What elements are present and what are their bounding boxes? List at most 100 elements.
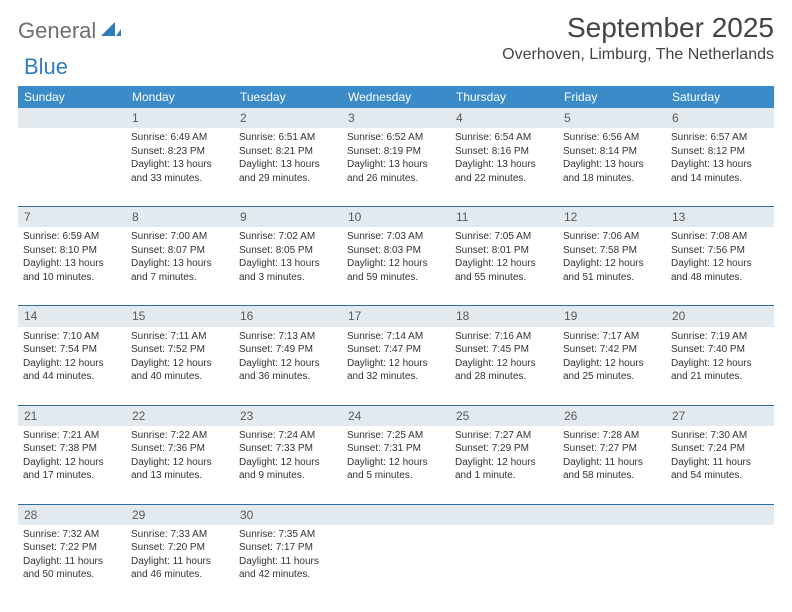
sunset-text: Sunset: 7:33 PM <box>239 442 337 456</box>
daylight-text: Daylight: 11 hours and 42 minutes. <box>239 555 337 582</box>
sunset-text: Sunset: 7:52 PM <box>131 343 229 357</box>
day-cell <box>342 525 450 603</box>
daylight-text: Daylight: 12 hours and 28 minutes. <box>455 357 553 384</box>
sunset-text: Sunset: 8:21 PM <box>239 145 337 159</box>
week-row: Sunrise: 7:10 AMSunset: 7:54 PMDaylight:… <box>18 327 774 406</box>
day-number <box>666 505 774 525</box>
daylight-text: Daylight: 12 hours and 44 minutes. <box>23 357 121 384</box>
daylight-text: Daylight: 11 hours and 46 minutes. <box>131 555 229 582</box>
day-number: 17 <box>342 306 450 326</box>
day-number: 5 <box>558 108 666 128</box>
day-cell: Sunrise: 7:32 AMSunset: 7:22 PMDaylight:… <box>18 525 126 603</box>
day-cell: Sunrise: 7:00 AMSunset: 8:07 PMDaylight:… <box>126 227 234 305</box>
day-number: 22 <box>126 406 234 426</box>
sunrise-text: Sunrise: 7:24 AM <box>239 429 337 443</box>
sunrise-text: Sunrise: 6:59 AM <box>23 230 121 244</box>
sunset-text: Sunset: 8:05 PM <box>239 244 337 258</box>
day-number: 20 <box>666 306 774 326</box>
sunrise-text: Sunrise: 7:17 AM <box>563 330 661 344</box>
day-cell: Sunrise: 7:05 AMSunset: 8:01 PMDaylight:… <box>450 227 558 305</box>
location-text: Overhoven, Limburg, The Netherlands <box>502 46 774 64</box>
sunrise-text: Sunrise: 7:21 AM <box>23 429 121 443</box>
dow-tuesday: Tuesday <box>234 86 342 108</box>
dow-sunday: Sunday <box>18 86 126 108</box>
day-cell: Sunrise: 7:16 AMSunset: 7:45 PMDaylight:… <box>450 327 558 405</box>
daylight-text: Daylight: 13 hours and 7 minutes. <box>131 257 229 284</box>
dow-saturday: Saturday <box>666 86 774 108</box>
day-cell: Sunrise: 6:56 AMSunset: 8:14 PMDaylight:… <box>558 128 666 206</box>
day-cell: Sunrise: 6:57 AMSunset: 8:12 PMDaylight:… <box>666 128 774 206</box>
day-cell: Sunrise: 6:59 AMSunset: 8:10 PMDaylight:… <box>18 227 126 305</box>
sunset-text: Sunset: 7:29 PM <box>455 442 553 456</box>
week-row: Sunrise: 6:49 AMSunset: 8:23 PMDaylight:… <box>18 128 774 207</box>
sunset-text: Sunset: 8:03 PM <box>347 244 445 258</box>
sunset-text: Sunset: 7:27 PM <box>563 442 661 456</box>
sunset-text: Sunset: 7:20 PM <box>131 541 229 555</box>
day-number: 8 <box>126 207 234 227</box>
dow-friday: Friday <box>558 86 666 108</box>
sunrise-text: Sunrise: 7:13 AM <box>239 330 337 344</box>
day-number-row: 78910111213 <box>18 207 774 227</box>
day-cell: Sunrise: 7:27 AMSunset: 7:29 PMDaylight:… <box>450 426 558 504</box>
sunset-text: Sunset: 8:14 PM <box>563 145 661 159</box>
day-cell: Sunrise: 6:54 AMSunset: 8:16 PMDaylight:… <box>450 128 558 206</box>
sunset-text: Sunset: 7:58 PM <box>563 244 661 258</box>
logo-text-blue: Blue <box>24 54 68 80</box>
sunrise-text: Sunrise: 7:22 AM <box>131 429 229 443</box>
sunset-text: Sunset: 7:38 PM <box>23 442 121 456</box>
day-number: 7 <box>18 207 126 227</box>
day-number: 24 <box>342 406 450 426</box>
sunrise-text: Sunrise: 6:57 AM <box>671 131 769 145</box>
day-cell <box>558 525 666 603</box>
day-number: 15 <box>126 306 234 326</box>
sunset-text: Sunset: 7:31 PM <box>347 442 445 456</box>
sunrise-text: Sunrise: 6:51 AM <box>239 131 337 145</box>
day-cell: Sunrise: 7:06 AMSunset: 7:58 PMDaylight:… <box>558 227 666 305</box>
sunrise-text: Sunrise: 7:00 AM <box>131 230 229 244</box>
day-number: 25 <box>450 406 558 426</box>
daylight-text: Daylight: 13 hours and 3 minutes. <box>239 257 337 284</box>
daylight-text: Daylight: 12 hours and 36 minutes. <box>239 357 337 384</box>
calendar: Sunday Monday Tuesday Wednesday Thursday… <box>18 86 774 603</box>
day-cell <box>666 525 774 603</box>
sunrise-text: Sunrise: 6:52 AM <box>347 131 445 145</box>
weeks-container: 123456Sunrise: 6:49 AMSunset: 8:23 PMDay… <box>18 108 774 603</box>
day-number: 14 <box>18 306 126 326</box>
day-cell: Sunrise: 6:49 AMSunset: 8:23 PMDaylight:… <box>126 128 234 206</box>
sunrise-text: Sunrise: 7:06 AM <box>563 230 661 244</box>
sunrise-text: Sunrise: 7:27 AM <box>455 429 553 443</box>
day-cell: Sunrise: 7:28 AMSunset: 7:27 PMDaylight:… <box>558 426 666 504</box>
daylight-text: Daylight: 13 hours and 10 minutes. <box>23 257 121 284</box>
day-number: 4 <box>450 108 558 128</box>
sunset-text: Sunset: 7:24 PM <box>671 442 769 456</box>
logo-sail-icon <box>101 20 121 43</box>
sunrise-text: Sunrise: 7:35 AM <box>239 528 337 542</box>
day-number: 18 <box>450 306 558 326</box>
sunrise-text: Sunrise: 7:05 AM <box>455 230 553 244</box>
day-cell: Sunrise: 7:33 AMSunset: 7:20 PMDaylight:… <box>126 525 234 603</box>
day-number: 11 <box>450 207 558 227</box>
sunrise-text: Sunrise: 7:02 AM <box>239 230 337 244</box>
daylight-text: Daylight: 12 hours and 1 minute. <box>455 456 553 483</box>
sunrise-text: Sunrise: 6:54 AM <box>455 131 553 145</box>
day-cell: Sunrise: 7:21 AMSunset: 7:38 PMDaylight:… <box>18 426 126 504</box>
sunrise-text: Sunrise: 7:08 AM <box>671 230 769 244</box>
day-number: 21 <box>18 406 126 426</box>
daylight-text: Daylight: 12 hours and 21 minutes. <box>671 357 769 384</box>
day-number <box>342 505 450 525</box>
day-number: 26 <box>558 406 666 426</box>
daylight-text: Daylight: 12 hours and 5 minutes. <box>347 456 445 483</box>
day-number: 30 <box>234 505 342 525</box>
day-number: 27 <box>666 406 774 426</box>
daylight-text: Daylight: 12 hours and 13 minutes. <box>131 456 229 483</box>
day-number: 1 <box>126 108 234 128</box>
day-cell: Sunrise: 6:52 AMSunset: 8:19 PMDaylight:… <box>342 128 450 206</box>
logo-text-general: General <box>18 18 96 44</box>
daylight-text: Daylight: 13 hours and 22 minutes. <box>455 158 553 185</box>
daylight-text: Daylight: 13 hours and 33 minutes. <box>131 158 229 185</box>
sunrise-text: Sunrise: 7:03 AM <box>347 230 445 244</box>
day-number-row: 14151617181920 <box>18 306 774 326</box>
week-row: Sunrise: 6:59 AMSunset: 8:10 PMDaylight:… <box>18 227 774 306</box>
day-number: 29 <box>126 505 234 525</box>
sunset-text: Sunset: 8:10 PM <box>23 244 121 258</box>
